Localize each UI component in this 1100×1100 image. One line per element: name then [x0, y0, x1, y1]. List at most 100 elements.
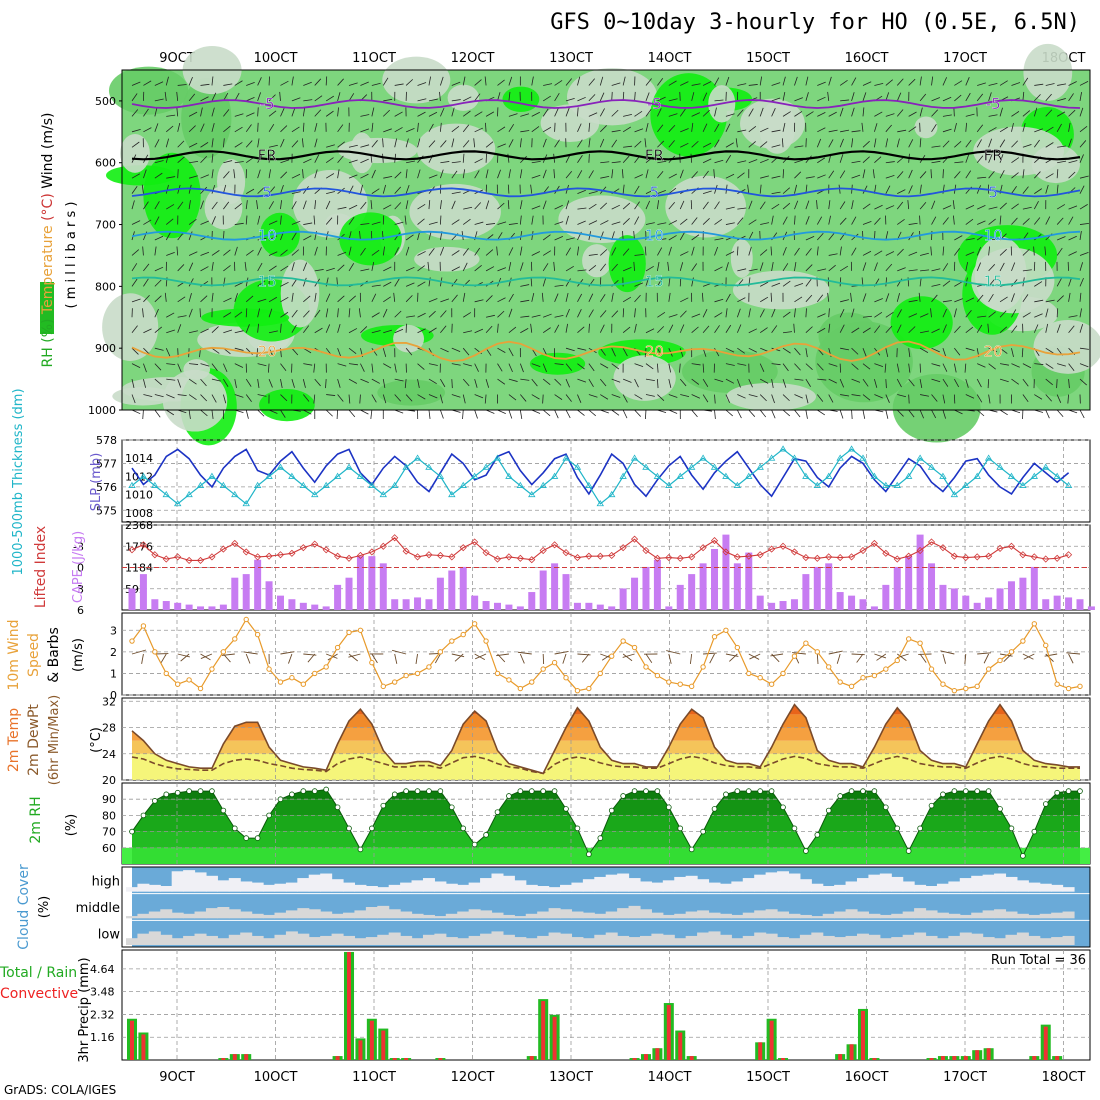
wind-barb — [737, 297, 746, 303]
precip-ylabel-part: 3hr Precip (mm) — [77, 957, 92, 1062]
rh-point — [654, 788, 661, 794]
cape-bar — [836, 592, 844, 610]
wind-barb — [691, 378, 700, 385]
wind-barb — [371, 82, 381, 86]
li-point — [608, 551, 616, 560]
wind-barb — [326, 394, 336, 396]
wind-barb — [942, 140, 950, 148]
wind-barb — [702, 218, 710, 225]
wind-barb — [1056, 409, 1064, 417]
cape-bar — [459, 566, 467, 610]
wind-barb — [200, 96, 209, 102]
wind-barb — [280, 281, 289, 287]
rh-point — [528, 788, 535, 794]
wind-barb — [1068, 292, 1071, 302]
wind-barb — [737, 363, 747, 366]
wind-barb — [462, 247, 469, 256]
wind-barb — [931, 363, 941, 367]
x-date-label-top: 14OCT — [648, 51, 692, 66]
wind-barb — [314, 269, 324, 272]
wind-barb — [794, 308, 796, 318]
cape-bar — [528, 592, 536, 610]
wind-barb — [463, 206, 473, 210]
wind-barb — [565, 265, 574, 272]
wind-barb — [977, 220, 986, 225]
wind-barb — [189, 363, 199, 365]
wind-barb — [463, 96, 472, 102]
wind-barb — [622, 76, 626, 86]
cloud-bar-low — [731, 938, 744, 945]
wind-barb — [691, 217, 698, 225]
wind-barb — [245, 653, 251, 664]
cloud-bar-low — [914, 932, 927, 945]
wind-barb — [680, 251, 689, 256]
wind-barb — [876, 653, 887, 661]
wind-barb — [942, 96, 952, 102]
cape-bar — [848, 595, 856, 610]
wind-barb — [862, 185, 868, 194]
li-point — [516, 554, 524, 562]
wind-barb — [222, 394, 227, 404]
wind-barb — [817, 111, 826, 117]
isotherm-label: FR — [984, 146, 1003, 164]
wind-barb — [394, 111, 403, 117]
cape-bar — [928, 563, 936, 610]
cape-bar — [539, 570, 547, 610]
wind-speed-point — [403, 672, 409, 679]
wind-barb — [200, 409, 208, 417]
wind-barb — [771, 144, 781, 148]
slp-point — [1064, 481, 1073, 488]
wind-barb — [417, 98, 427, 102]
li-point — [950, 552, 958, 560]
wind-barb — [942, 308, 947, 318]
wind-barb — [588, 363, 595, 372]
wind-barb — [291, 173, 301, 179]
wind-barb — [611, 348, 616, 357]
wind-barb — [657, 124, 664, 133]
precip-convective-bar — [975, 1050, 980, 1060]
wind-barb — [211, 261, 214, 271]
y-tick-label-right: 2368 — [125, 519, 153, 532]
wind-barb — [268, 110, 277, 117]
rh-point — [631, 788, 638, 794]
cape-bar — [345, 577, 353, 610]
wind-barb — [885, 174, 895, 179]
wind-barb — [737, 109, 744, 117]
li-point — [790, 548, 799, 556]
wind-barb — [280, 363, 287, 371]
wind-barb — [519, 363, 524, 373]
wind-speed-point — [940, 681, 946, 687]
cloud-bar-low — [856, 933, 869, 945]
wind-barb — [180, 653, 190, 662]
wind-barb — [302, 169, 304, 179]
rh-point — [711, 806, 718, 812]
li-point — [299, 544, 307, 552]
wind-barb — [154, 295, 162, 303]
wind-barb — [634, 363, 644, 367]
wind-barb — [623, 145, 633, 148]
wind-barb — [954, 80, 963, 86]
wind-barb — [200, 174, 209, 179]
cloud-bar-middle — [902, 911, 915, 919]
wind-barb — [976, 409, 985, 417]
rh-band — [132, 831, 1080, 848]
wind-barb — [908, 222, 918, 225]
wind-barb — [234, 379, 237, 389]
wind-barb — [417, 394, 426, 400]
wind-barb — [440, 161, 450, 164]
panel-frame — [121, 866, 1091, 948]
wind-barb — [474, 378, 478, 388]
wind-barb — [1033, 324, 1039, 333]
wind-barb — [611, 409, 620, 416]
wind-barb — [166, 204, 175, 210]
wind-barb — [896, 378, 902, 388]
wind-barb — [291, 324, 297, 333]
wind-barb — [1079, 140, 1087, 148]
wind-speed-point — [1077, 683, 1083, 690]
wind-barb — [987, 379, 990, 389]
wind-barb — [211, 326, 219, 334]
wind-barb — [691, 83, 701, 86]
precip-convective-bar — [666, 1005, 671, 1060]
cape-bar — [665, 606, 673, 610]
